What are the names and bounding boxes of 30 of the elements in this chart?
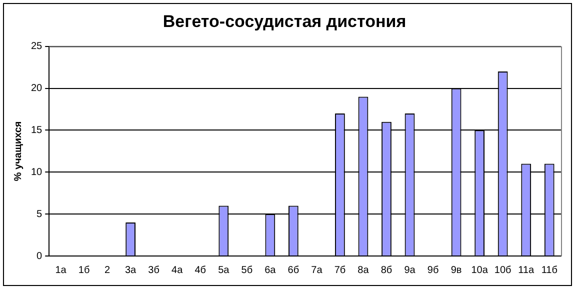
x-tick-label: 2 [104, 264, 111, 276]
x-tick-label: 4а [172, 264, 184, 276]
x-tick-label: 3а [124, 264, 137, 276]
x-tick-label: 9в [450, 264, 462, 276]
x-tick-label: 3б [148, 264, 160, 276]
y-axis-title: % учащихся [12, 121, 24, 182]
y-tick-label: 5 [36, 208, 43, 220]
y-tick-label: 10 [31, 166, 43, 178]
x-tick-label: 4б [194, 264, 206, 276]
x-tick-label: 8б [380, 264, 392, 276]
x-tick-label: 7б [334, 264, 346, 276]
x-tick-label: 1б [78, 264, 90, 276]
x-tick-label: 6а [264, 264, 276, 276]
y-tick-label: 0 [36, 250, 43, 262]
x-tick-label: 1а [55, 264, 67, 276]
x-tick-label: 5а [218, 264, 230, 276]
x-tick-label: 10а [471, 264, 488, 276]
chart-title: Вегето-сосудистая дистония [162, 12, 406, 31]
y-tick-label: 25 [31, 41, 43, 52]
x-tick-label: 7а [311, 264, 323, 276]
x-tick-label: 5б [241, 264, 253, 276]
x-tick-label: 6б [288, 264, 300, 276]
x-tick-label: 9б [427, 264, 439, 276]
x-tick-label: 9а [404, 264, 416, 276]
x-tick-label: 8а [358, 264, 370, 276]
y-tick-label: 20 [31, 83, 43, 94]
y-tick-label: 15 [31, 124, 43, 136]
x-tick-label: 11б [541, 264, 558, 276]
x-tick-label: 10б [494, 264, 512, 276]
x-tick-label: 11а [518, 264, 535, 276]
